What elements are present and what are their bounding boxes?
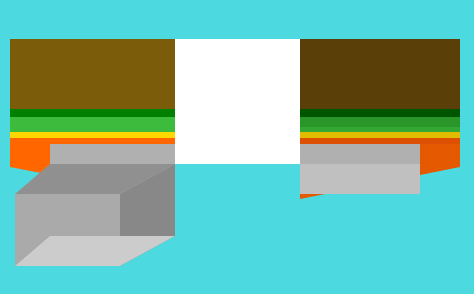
Polygon shape: [300, 138, 460, 193]
Polygon shape: [175, 109, 237, 164]
Polygon shape: [237, 39, 460, 109]
Polygon shape: [10, 138, 175, 144]
Polygon shape: [10, 138, 175, 193]
Polygon shape: [15, 164, 175, 194]
Polygon shape: [15, 194, 120, 266]
Polygon shape: [10, 117, 175, 127]
Polygon shape: [10, 144, 175, 199]
Polygon shape: [10, 132, 175, 138]
Polygon shape: [10, 117, 175, 172]
Polygon shape: [237, 109, 300, 164]
Polygon shape: [120, 164, 175, 266]
Polygon shape: [300, 132, 460, 187]
Polygon shape: [10, 109, 175, 117]
Polygon shape: [10, 109, 237, 164]
Polygon shape: [10, 39, 237, 109]
Polygon shape: [300, 109, 460, 117]
Polygon shape: [50, 144, 175, 164]
Polygon shape: [300, 144, 420, 164]
Polygon shape: [300, 132, 460, 138]
Polygon shape: [300, 127, 460, 182]
Polygon shape: [300, 138, 460, 144]
Polygon shape: [175, 39, 300, 164]
Polygon shape: [300, 164, 420, 194]
Polygon shape: [50, 164, 175, 194]
Polygon shape: [15, 236, 175, 266]
Polygon shape: [300, 144, 460, 199]
Polygon shape: [237, 109, 460, 164]
Polygon shape: [10, 127, 175, 182]
Polygon shape: [300, 117, 460, 127]
Polygon shape: [10, 132, 175, 187]
Polygon shape: [300, 117, 460, 172]
